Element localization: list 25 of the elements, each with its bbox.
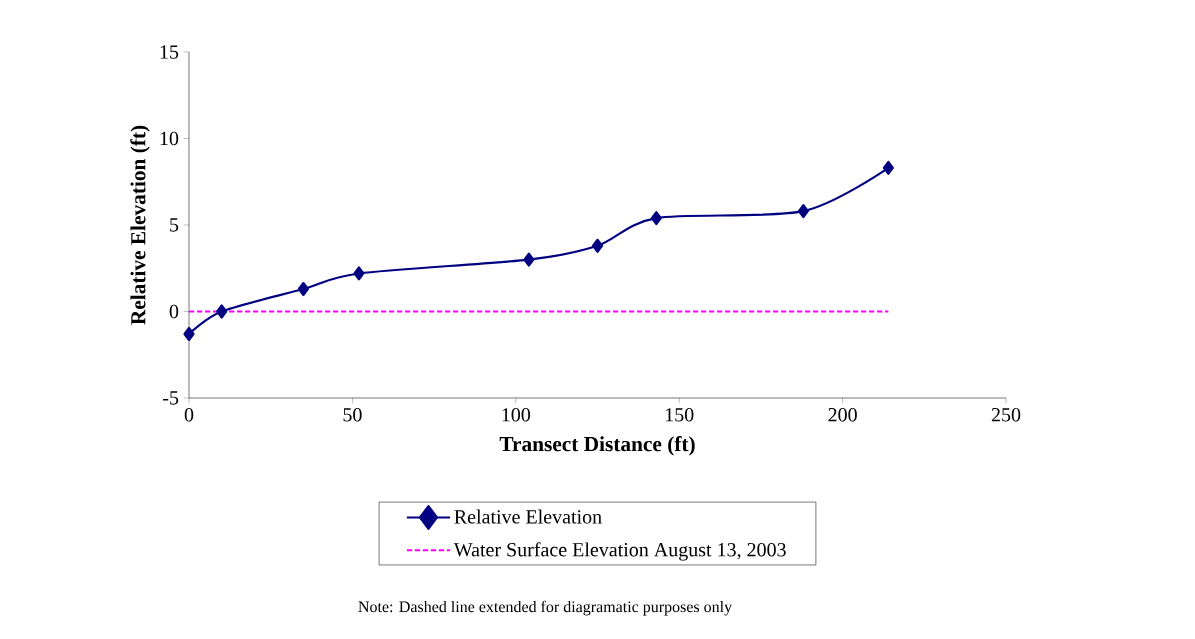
x-tick-label: 200 (828, 408, 857, 422)
y-axis-title: Relative Elevation (ft) (130, 125, 150, 325)
point (183, 326, 195, 342)
x-tick-label: 50 (343, 408, 362, 422)
legend-label: Water Surface Elevation August 13, 2003 (453, 542, 786, 561)
y-tick-label: 0 (169, 304, 179, 319)
x-tick-label: 0 (184, 408, 194, 422)
point (523, 252, 535, 267)
x-tick-label: 250 (991, 408, 1021, 422)
legend-label: Relative Elevation (454, 509, 602, 524)
point (353, 266, 365, 281)
point (650, 211, 662, 226)
x-tick-label: 150 (665, 408, 694, 422)
point (797, 204, 809, 219)
x-tick-label: 100 (502, 408, 531, 422)
point (882, 160, 894, 175)
point (297, 281, 309, 297)
text: Note: Dashed line extended for diagramatic purposes only (358, 600, 733, 616)
point (216, 304, 228, 319)
y-tick-label: 15 (160, 45, 179, 59)
y-tick-label: 10 (160, 131, 179, 146)
y-tick-label: -5 (163, 391, 179, 405)
x-axis-title: Transect Distance (ft) (499, 436, 695, 456)
y-tick-label: 5 (170, 218, 179, 232)
point (591, 238, 604, 253)
